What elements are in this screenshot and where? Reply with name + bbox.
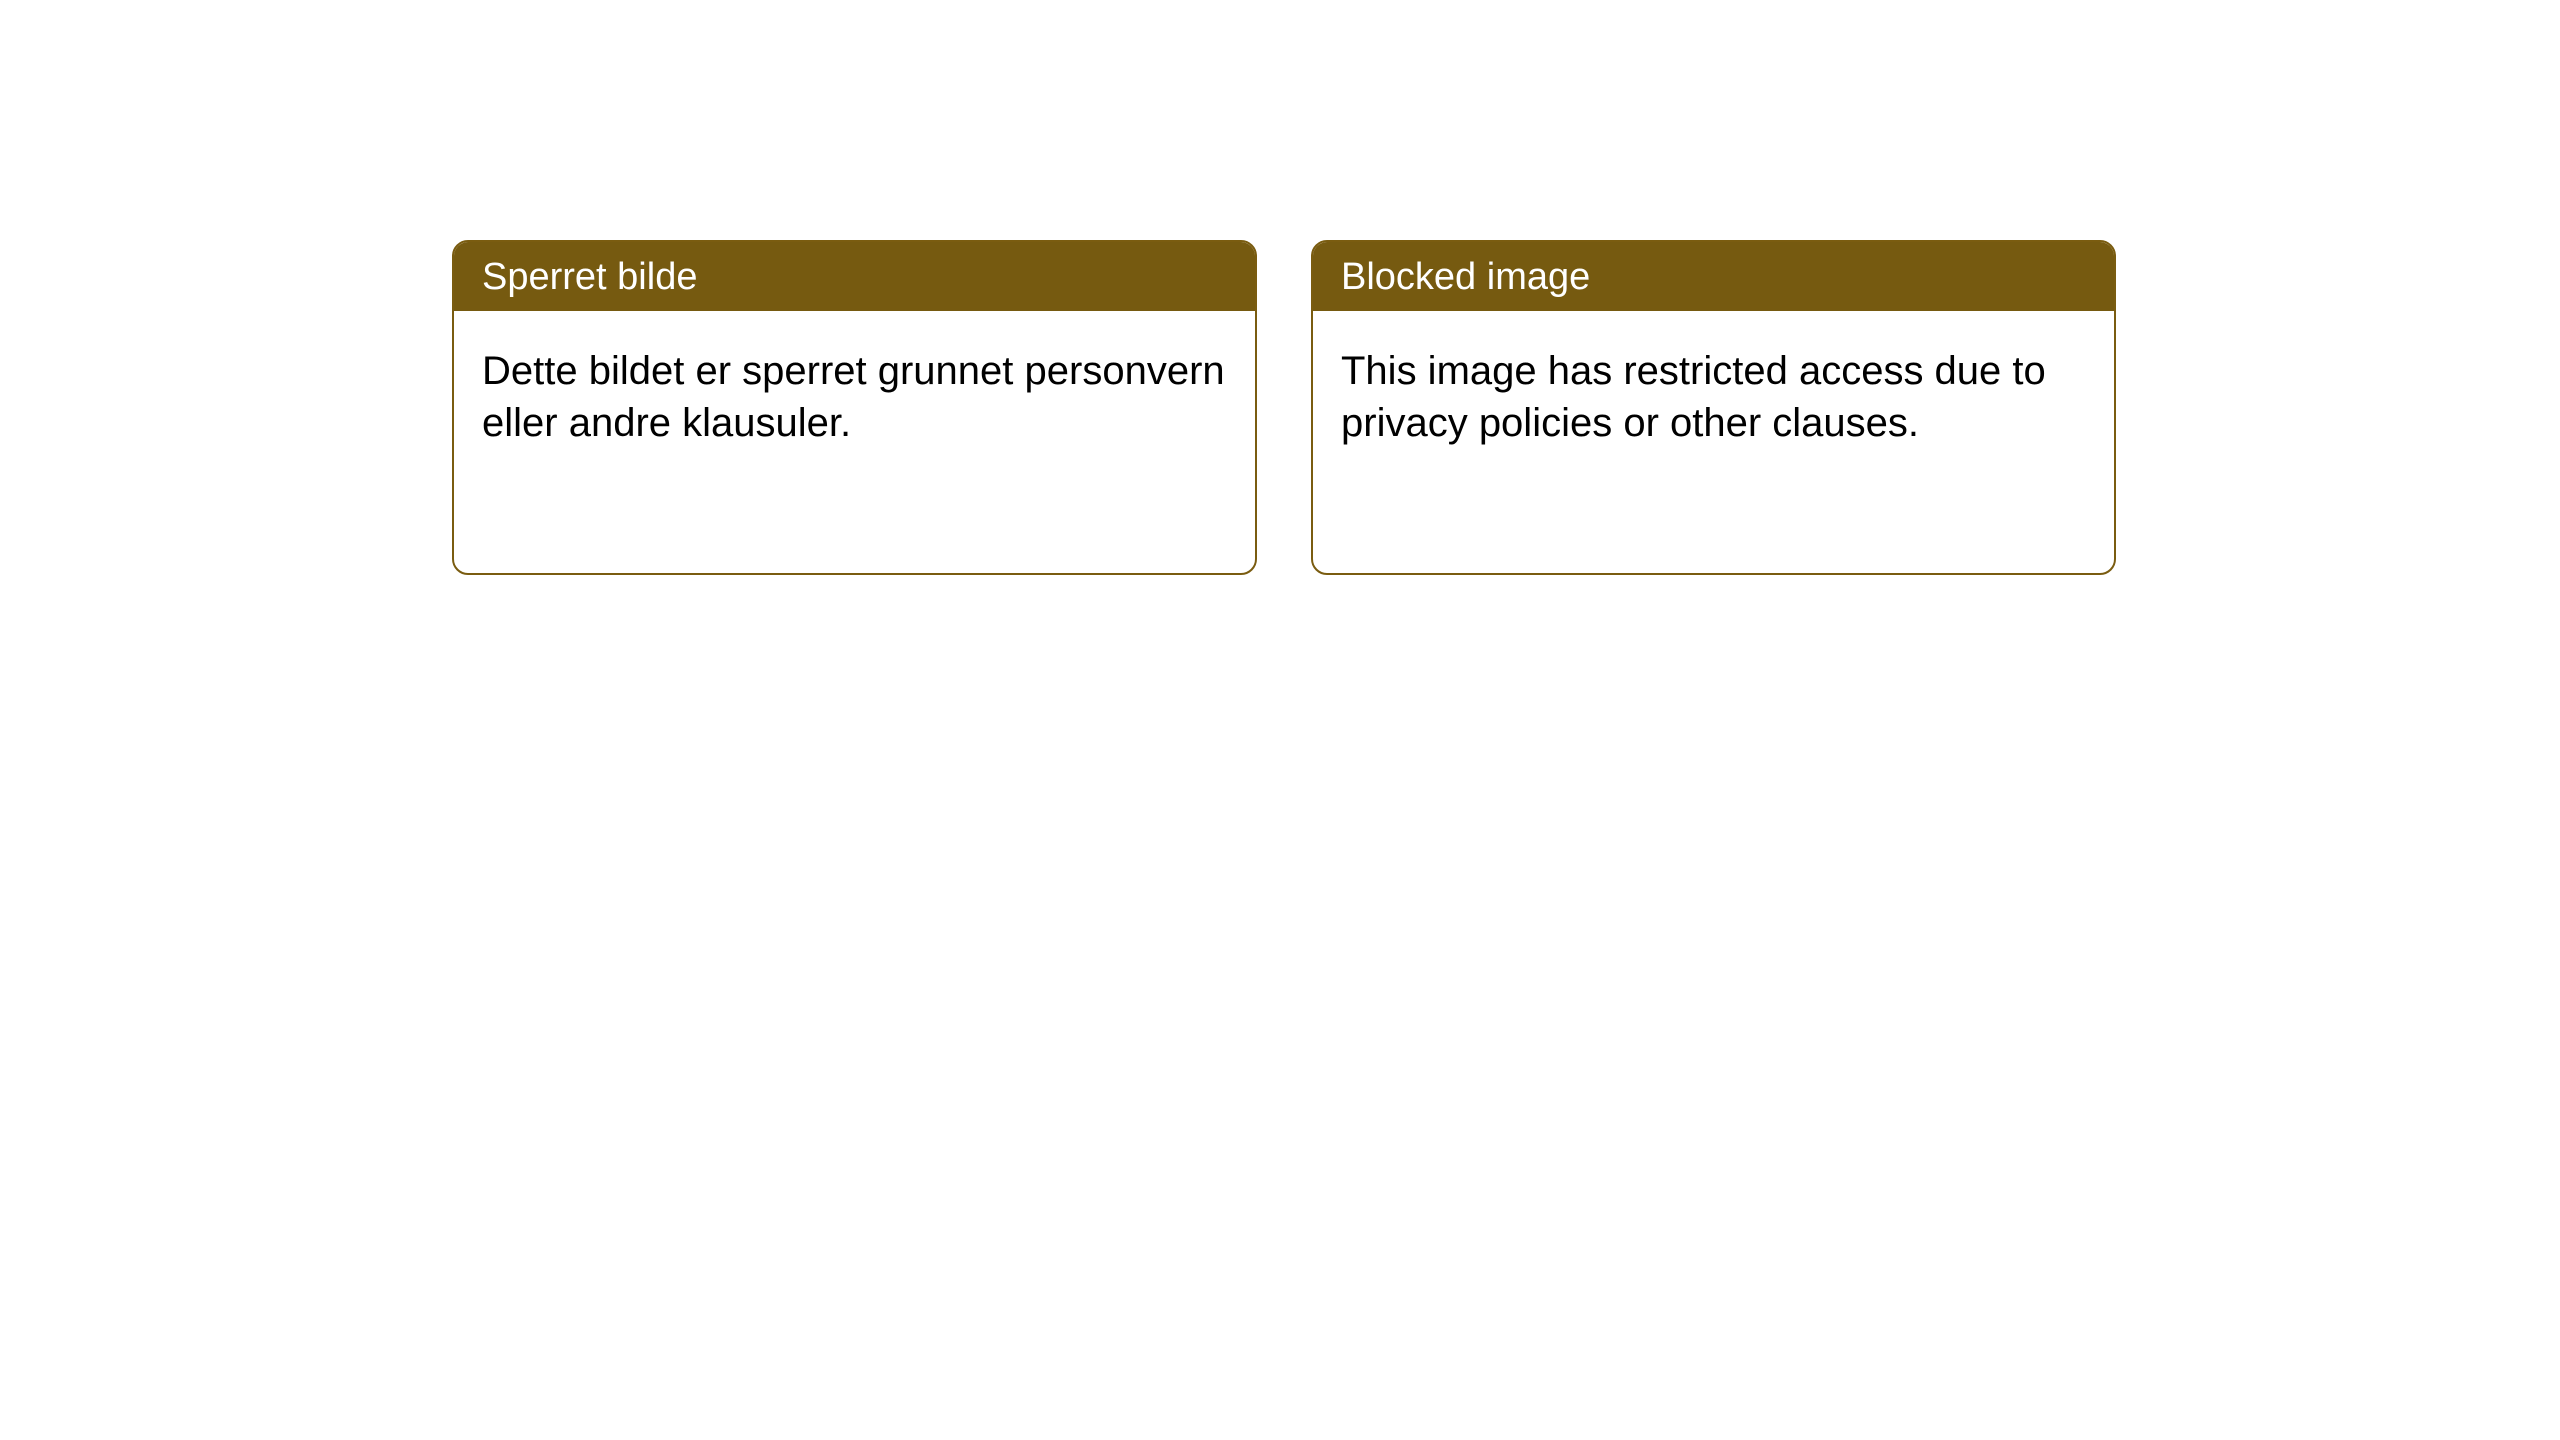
notice-card-norwegian: Sperret bilde Dette bildet er sperret gr… [452,240,1257,575]
card-body-text: Dette bildet er sperret grunnet personve… [454,311,1255,477]
card-title: Sperret bilde [454,242,1255,311]
cards-container: Sperret bilde Dette bildet er sperret gr… [452,240,2560,575]
card-body-text: This image has restricted access due to … [1313,311,2114,477]
notice-card-english: Blocked image This image has restricted … [1311,240,2116,575]
card-title: Blocked image [1313,242,2114,311]
